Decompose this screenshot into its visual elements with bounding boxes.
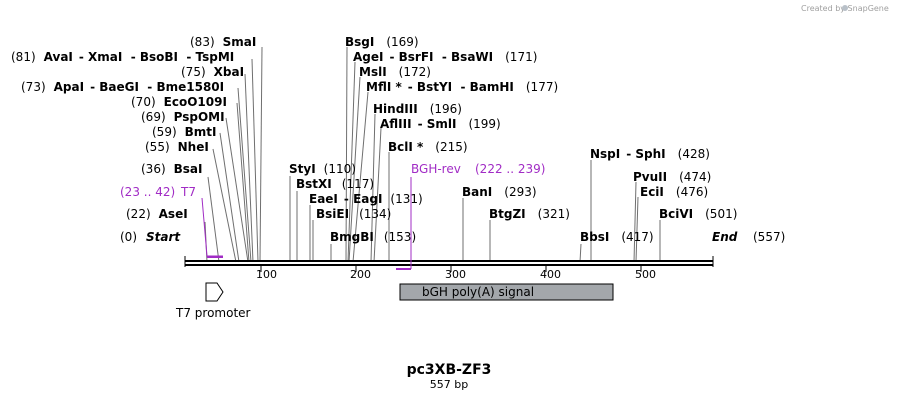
site-label-nspi[interactable]: NspI - SphI (428) xyxy=(590,147,710,161)
snapgene-credit: Created by SnapGene xyxy=(801,4,889,13)
site-label-smai[interactable]: (83) SmaI xyxy=(190,35,256,49)
map-title-block: pc3XB-ZF3 557 bp xyxy=(407,362,492,391)
site-label-xbai[interactable]: (75) XbaI xyxy=(181,65,244,79)
site-label-afliii[interactable]: AflIII - SmlI (199) xyxy=(380,117,501,131)
primer-range: (222 .. 239) xyxy=(475,162,545,176)
site-label-btgzi[interactable]: BtgZI (321) xyxy=(489,207,570,221)
site-label-pvuii[interactable]: PvuII (474) xyxy=(633,170,711,184)
arrow-right-icon xyxy=(205,282,224,302)
site-label-bstxi[interactable]: BstXI (117) xyxy=(296,177,374,191)
feature-label: bGH poly(A) signal xyxy=(422,285,534,299)
primer-range: (23 .. 42) xyxy=(120,185,175,199)
start-pos: (0) xyxy=(120,230,137,244)
site-labels-left: (22) AseI (36) BsaI (55) NheI (59) BmtI (69)… xyxy=(11,35,256,221)
site-label-avai[interactable]: (81) AvaI - XmaI - BsoBI - TspMI xyxy=(11,50,234,64)
site-label-ecii[interactable]: EciI (476) xyxy=(640,185,708,199)
feature-t7-promoter[interactable]: T7 promoter xyxy=(175,282,251,320)
tick-label: 500 xyxy=(635,268,656,281)
site-label-bcivi[interactable]: BciVI (501) xyxy=(659,207,737,221)
site-label-bsiei[interactable]: BsiEI (134) xyxy=(316,207,391,221)
site-label-bmgbi[interactable]: BmgBI (153) xyxy=(330,230,416,244)
site-labels-middle: StyI (110) BstXI (117) EaeI - EagI (131) Bsi… xyxy=(289,35,558,244)
snapgene-logo-icon xyxy=(842,5,848,11)
primer-name: T7 xyxy=(180,185,196,199)
tick-label: 100 xyxy=(256,268,277,281)
site-labels-right: BanI (293) BtgZI (321) BbsI (417) NspI - Sph… xyxy=(462,147,737,244)
site-label-nhei[interactable]: (55) NheI xyxy=(145,140,209,154)
site-label-bsai[interactable]: (36) BsaI xyxy=(141,162,203,176)
site-label-styi[interactable]: StyI (110) xyxy=(289,162,356,176)
site-label-apai[interactable]: (73) ApaI - BaeGI - Bme1580I xyxy=(21,80,224,94)
site-label-bsgi[interactable]: BsgI (169) xyxy=(345,35,419,49)
feature-label: T7 promoter xyxy=(175,306,251,320)
end-pos: (557) xyxy=(753,230,785,244)
site-label-bmti[interactable]: (59) BmtI xyxy=(152,125,217,139)
end-label: End (557) xyxy=(712,230,785,244)
feature-bgh-polya[interactable]: bGH poly(A) signal xyxy=(399,283,614,301)
ruler: 100 200 300 400 500 xyxy=(256,266,656,281)
end-text: End xyxy=(712,230,738,244)
primer-bgh-rev[interactable]: BGH-rev (222 .. 239) xyxy=(396,162,545,270)
site-label-eaei[interactable]: EaeI - EagI (131) xyxy=(309,192,423,206)
map-length: 557 bp xyxy=(430,378,468,391)
site-label-msli[interactable]: MslI (172) xyxy=(359,65,431,79)
site-label-pspomi[interactable]: (69) PspOMI xyxy=(141,110,225,124)
site-label-asei[interactable]: (22) AseI xyxy=(126,207,188,221)
map-title: pc3XB-ZF3 xyxy=(407,362,492,378)
primer-t7[interactable]: (23 .. 42) T7 xyxy=(120,185,223,258)
site-label-bcli[interactable]: BclI * (215) xyxy=(388,140,468,154)
start-text: Start xyxy=(146,230,181,244)
tick-label: 300 xyxy=(445,268,466,281)
site-label-ecoo109i[interactable]: (70) EcoO109I xyxy=(131,95,227,109)
site-label-mfli[interactable]: MflI * - BstYI - BamHI (177) xyxy=(366,80,558,94)
site-label-agei[interactable]: AgeI - BsrFI - BsaWI (171) xyxy=(353,50,537,64)
tick-label: 200 xyxy=(350,268,371,281)
site-label-hindiii[interactable]: HindIII (196) xyxy=(373,102,462,116)
tick-label: 400 xyxy=(540,268,561,281)
site-leaders xyxy=(204,46,661,263)
site-label-bani[interactable]: BanI (293) xyxy=(462,185,537,199)
primer-name: BGH-rev xyxy=(411,162,461,176)
site-label-bbsi[interactable]: BbsI (417) xyxy=(580,230,654,244)
start-label: (0) Start xyxy=(120,230,181,244)
backbone xyxy=(184,256,714,267)
feature-box xyxy=(399,283,614,301)
